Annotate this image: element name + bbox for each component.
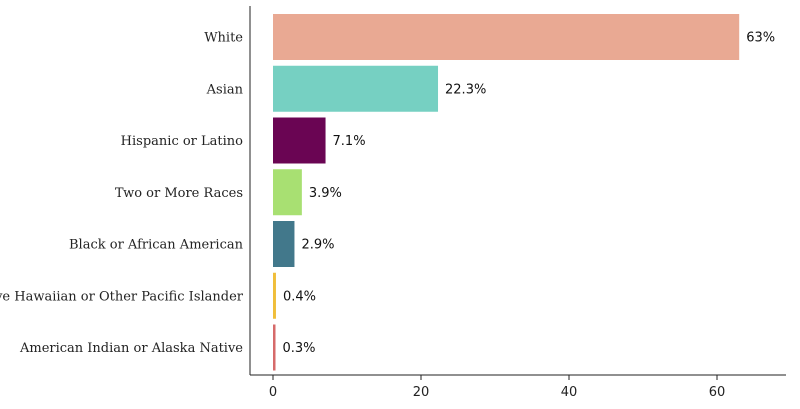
value-label-black-or-african-american: 2.9% (301, 238, 334, 253)
bar-black-or-african-american (273, 221, 295, 267)
value-label-american-indian-or-alaska-native: 0.3% (283, 341, 316, 356)
category-labels-group: White Asian Hispanic or Latino Two or More … (0, 31, 244, 357)
category-label-hispanic-or-latino: Hispanic or Latino (121, 134, 243, 149)
x-tick-label-60: 60 (709, 385, 726, 400)
value-label-hispanic-or-latino: 7.1% (333, 134, 366, 149)
category-label-white: White (204, 31, 243, 46)
value-label-white: 63% (746, 31, 775, 46)
category-label-asian: Asian (206, 82, 244, 97)
bar-asian (273, 65, 439, 112)
value-label-asian: 22.3% (445, 82, 486, 97)
category-label-native-hawaiian-or-other-pacific-islander: Native Hawaiian or Other Pacific Islande… (0, 289, 244, 304)
bar-american-indian-or-alaska-native (273, 324, 276, 371)
value-label-two-or-more-races: 3.9% (309, 186, 342, 201)
bar-native-hawaiian-or-other-pacific-islander (273, 272, 276, 319)
category-label-two-or-more-races: Two or More Races (115, 186, 243, 201)
x-tick-label-0: 0 (269, 385, 277, 400)
x-tick-label-40: 40 (561, 385, 578, 400)
category-label-black-or-african-american: Black or African American (69, 238, 244, 253)
category-label-american-indian-or-alaska-native: American Indian or Alaska Native (19, 341, 243, 356)
bars-group (273, 14, 740, 371)
x-ticks-group: 0 20 40 60 (269, 375, 725, 400)
bar-two-or-more-races (273, 169, 302, 216)
bar-white (273, 14, 740, 60)
x-tick-label-20: 20 (413, 385, 430, 400)
bar-hispanic-or-latino (273, 117, 326, 164)
value-label-native-hawaiian-or-other-pacific-islander: 0.4% (283, 289, 316, 304)
value-labels-group: 63% 22.3% 7.1% 3.9% 2.9% 0.4% 0.3% (283, 31, 776, 357)
